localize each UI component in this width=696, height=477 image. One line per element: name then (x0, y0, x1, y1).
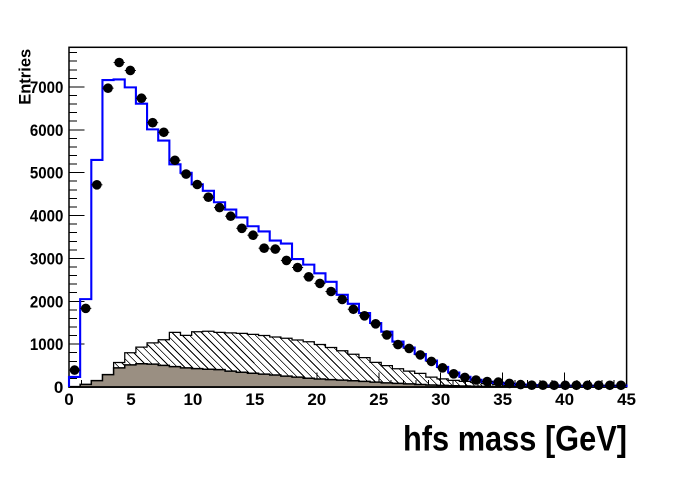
svg-text:0: 0 (64, 390, 73, 409)
svg-text:6000: 6000 (30, 121, 64, 140)
svg-text:0: 0 (54, 378, 63, 397)
svg-text:1000: 1000 (30, 335, 64, 354)
svg-text:2000: 2000 (30, 292, 64, 311)
svg-text:35: 35 (493, 390, 512, 409)
svg-text:25: 25 (369, 390, 388, 409)
svg-text:30: 30 (431, 390, 450, 409)
svg-text:7000: 7000 (30, 78, 64, 97)
svg-text:15: 15 (245, 390, 264, 409)
svg-text:4000: 4000 (30, 207, 64, 226)
svg-text:40: 40 (555, 390, 574, 409)
svg-text:Entries: Entries (15, 49, 34, 105)
svg-text:3000: 3000 (30, 249, 64, 268)
svg-text:45: 45 (617, 390, 636, 409)
svg-text:20: 20 (307, 390, 326, 409)
svg-text:5000: 5000 (30, 164, 64, 183)
svg-text:10: 10 (183, 390, 202, 409)
svg-text:5: 5 (126, 390, 135, 409)
svg-text:hfs mass [GeV]: hfs mass [GeV] (403, 419, 627, 458)
